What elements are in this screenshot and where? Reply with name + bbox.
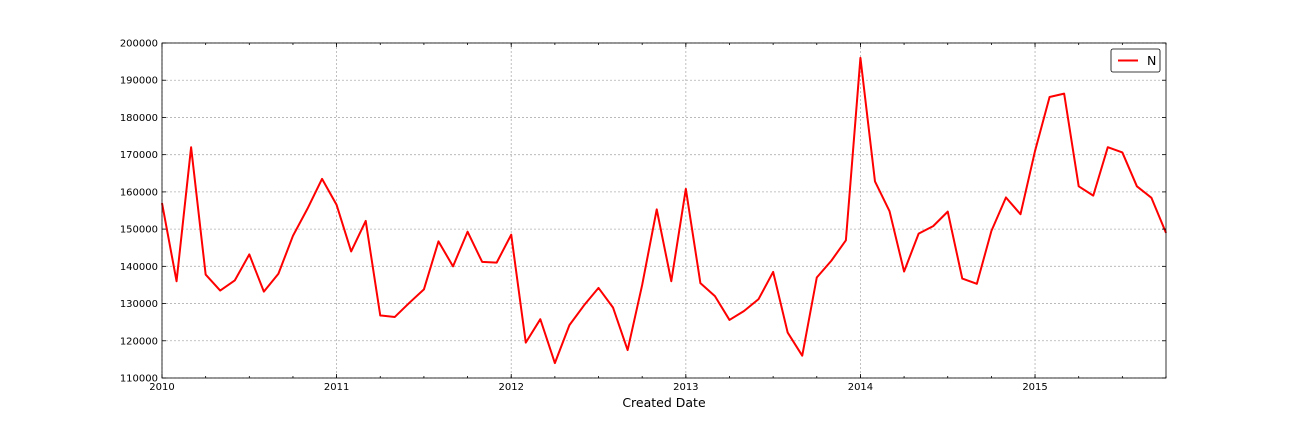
x-tick-label: 2013: [673, 382, 698, 393]
x-tick-label: 2014: [848, 382, 873, 393]
grid: [161, 42, 1166, 379]
plot-frame: [161, 42, 1167, 379]
legend-label-n: N: [1147, 53, 1156, 68]
y-tick-label: 190000: [120, 76, 158, 87]
y-tick-label: 110000: [120, 374, 158, 385]
series-line-n: [161, 56, 1167, 365]
series-layer: [161, 56, 1167, 365]
x-axis-label: Created Date: [622, 395, 706, 410]
y-tick-label: 170000: [120, 150, 158, 161]
y-tick-label: 200000: [120, 39, 158, 50]
x-tick-label: 2011: [324, 382, 349, 393]
legend: N: [1110, 48, 1161, 73]
y-tick-label: 140000: [120, 262, 158, 273]
x-tick-label: 2012: [498, 382, 523, 393]
y-tick-label: 120000: [120, 336, 158, 347]
y-tick-label: 150000: [120, 225, 158, 236]
x-tick-label: 2015: [1022, 382, 1047, 393]
ticks: 110000 120000 130000 140000 150000 160000 1700…: [120, 39, 1167, 393]
x-tick-label: 2010: [149, 382, 174, 393]
y-tick-label: 180000: [120, 113, 158, 124]
y-tick-label: 130000: [120, 299, 158, 310]
y-tick-label: 160000: [120, 187, 158, 198]
